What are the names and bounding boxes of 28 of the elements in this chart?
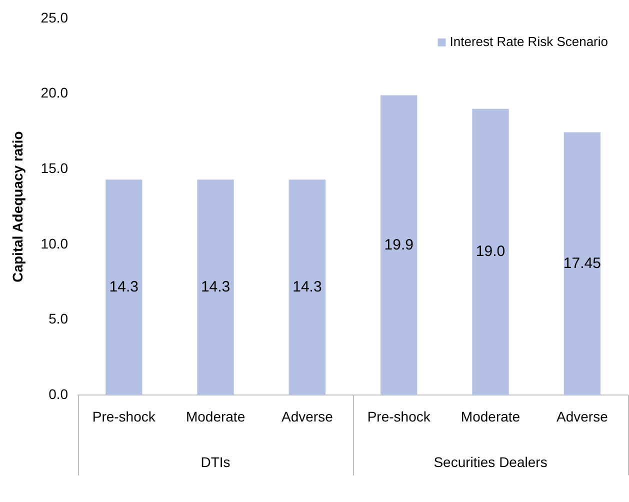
data-label: 19.0 — [476, 243, 506, 260]
x-tick-label: Pre-shock — [367, 408, 432, 424]
x-tick-label: Pre-shock — [92, 408, 156, 424]
y-tick-label: 20.0 — [40, 84, 68, 101]
bar — [106, 180, 142, 396]
y-tick-label: 0.0 — [48, 386, 68, 402]
legend-label: Interest Rate Risk Scenario — [450, 34, 608, 49]
x-tick-label: Moderate — [186, 408, 246, 424]
text: DTIs — [200, 454, 230, 470]
y-tick-label: 15.0 — [40, 160, 68, 176]
x-tick-label: Moderate — [460, 408, 520, 424]
text: Securities Dealers — [434, 454, 548, 470]
bar — [564, 132, 601, 396]
y-tick-label: 5.0 — [48, 310, 68, 327]
data-label: 19.9 — [384, 236, 414, 254]
y-tick-label: 25.0 — [40, 9, 68, 26]
x-tick-label: Adverse — [282, 408, 334, 424]
data-label: 14.3 — [200, 278, 230, 296]
data-label: 14.3 — [109, 278, 138, 296]
data-label: 14.3 — [292, 278, 322, 296]
bar — [472, 108, 509, 396]
bar — [380, 95, 418, 396]
data-label: 17.45 — [563, 254, 601, 272]
x-tick-label: Adverse — [556, 408, 608, 424]
bar — [288, 180, 326, 396]
bar — [197, 180, 234, 396]
y-tick-label: 10.0 — [40, 235, 68, 252]
y-axis-title: Capital Adequacy ratio — [9, 131, 26, 282]
